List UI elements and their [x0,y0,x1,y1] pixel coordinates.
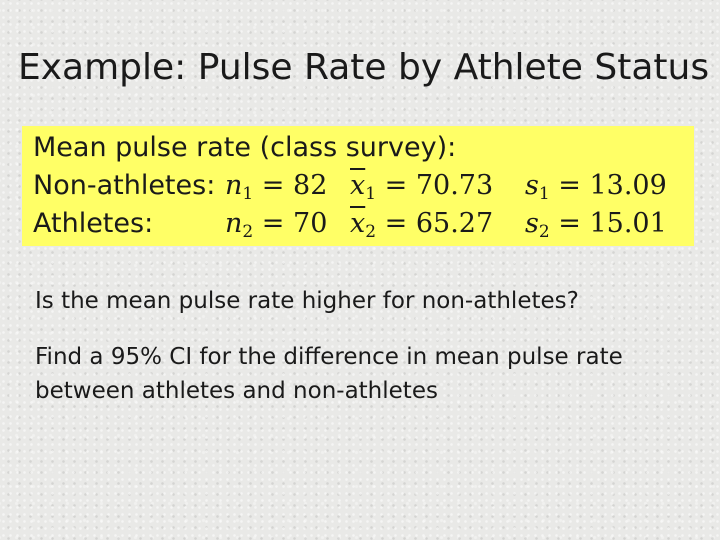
question-confidence-interval: Find a 95% CI for the difference in mean… [35,344,623,404]
athletes-label: Athletes: [33,208,154,239]
summary-heading: Mean pulse rate (class survey): [33,132,457,163]
non-athletes-label: Non-athletes: [33,170,216,201]
question-higher-mean: Is the mean pulse rate higher for non-at… [35,288,579,314]
athletes-std-dev: s2 = 15.01 [525,208,667,242]
slide-title: Example: Pulse Rate by Athlete Status [18,47,710,88]
summary-statistics-box: Mean pulse rate (class survey): Non-athl… [22,126,694,246]
non-athletes-sample-size: n1 = 82 [225,170,328,204]
non-athletes-std-dev: s1 = 13.09 [525,170,667,204]
non-athletes-mean: x1 = 70.73 [350,170,494,204]
athletes-mean: x2 = 65.27 [350,208,494,242]
athletes-sample-size: n2 = 70 [225,208,328,242]
